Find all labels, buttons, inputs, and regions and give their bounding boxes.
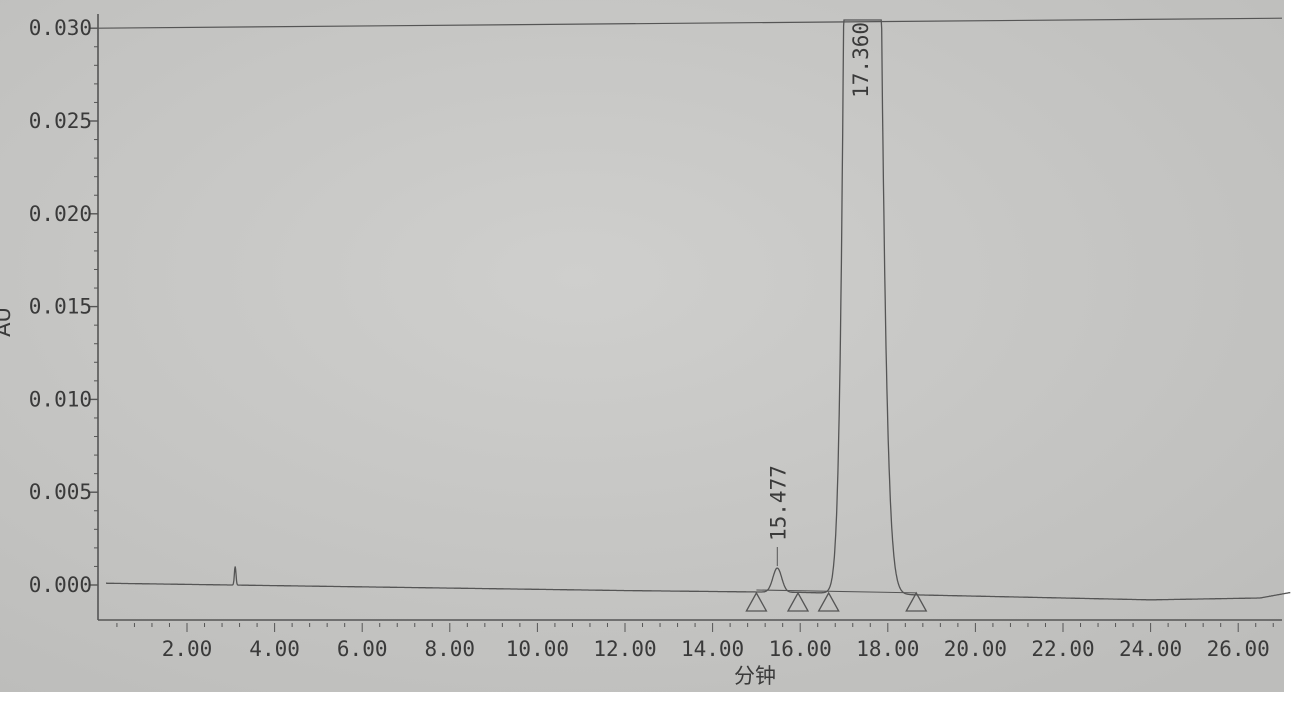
integration-marker-triangle: [817, 591, 840, 612]
x-tick-label: 2.00: [162, 637, 213, 661]
x-tick-label: 22.00: [1031, 637, 1094, 661]
chromatogram-trace: [106, 19, 1291, 601]
y-tick-label: 0.020: [29, 202, 92, 226]
peak-label: 15.477: [766, 465, 790, 541]
x-tick-label: 10.00: [506, 637, 569, 661]
y-tick-label: 0.030: [29, 16, 92, 40]
x-tick-label: 18.00: [856, 637, 919, 661]
y-tick-label: 0.005: [29, 480, 92, 504]
paper-background: [0, 0, 1284, 692]
x-tick-label: 4.00: [249, 637, 300, 661]
peak-label: 17.360: [849, 22, 873, 98]
y-axis-title: AU: [0, 307, 15, 337]
y-tick-label: 0.010: [29, 387, 92, 411]
y-tick-label: 0.000: [29, 573, 92, 597]
x-tick-label: 26.00: [1207, 637, 1270, 661]
x-tick-label: 14.00: [681, 637, 744, 661]
top-border-line: [97, 17, 1283, 29]
x-tick-label: 24.00: [1119, 637, 1182, 661]
x-tick-label: 6.00: [337, 637, 388, 661]
x-axis-title: 分钟: [734, 664, 776, 688]
y-tick-label: 0.025: [29, 109, 92, 133]
y-tick-label: 0.015: [29, 295, 92, 319]
integration-baseline: [756, 589, 917, 594]
x-tick-label: 8.00: [425, 637, 476, 661]
x-tick-label: 12.00: [593, 637, 656, 661]
x-tick-label: 20.00: [944, 637, 1007, 661]
x-tick-label: 16.00: [769, 637, 832, 661]
integration-marker-triangle: [905, 591, 928, 612]
integration-marker-triangle: [786, 591, 810, 612]
integration-marker-triangle: [745, 591, 768, 612]
